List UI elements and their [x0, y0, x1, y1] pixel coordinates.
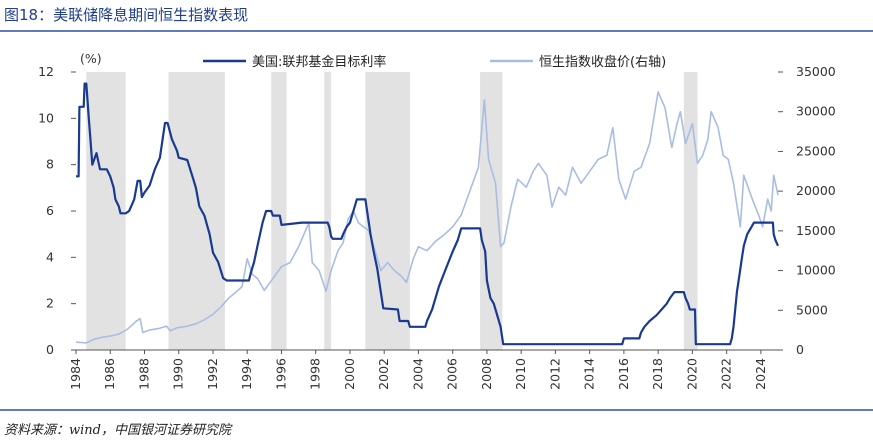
title-rule: [0, 30, 873, 32]
legend: 美国:联邦基金目标利率 恒生指数收盘价(右轴): [203, 54, 666, 70]
figure-title: 图18：美联储降息期间恒生指数表现: [4, 6, 249, 24]
y-right-tick-label: 0: [796, 342, 804, 357]
x-tick-label: 2002: [376, 358, 391, 390]
legend-label-rate: 美国:联邦基金目标利率: [252, 54, 386, 70]
x-tick-label: 2018: [650, 358, 665, 390]
y-right-tick-label: 30000: [796, 104, 836, 119]
x-tick-label: 2024: [753, 358, 768, 390]
x-tick-label: 2006: [445, 358, 460, 390]
y-left-tick-label: 2: [46, 296, 54, 311]
y-right-tick-label: 5000: [796, 302, 828, 317]
series-line-hsi: [75, 91, 779, 344]
x-tick-label: 2014: [582, 358, 597, 390]
y-left-tick-label: 6: [46, 203, 54, 218]
x-tick-label: 1988: [136, 358, 151, 390]
shaded-period: [683, 72, 698, 350]
x-tick-label: 2016: [616, 358, 631, 390]
shaded-period: [365, 72, 410, 350]
y-right-tick-label: 10000: [796, 263, 836, 278]
x-tick-label: 1996: [273, 358, 288, 390]
y-left-unit: (%): [80, 51, 102, 66]
source-note: 资料来源：wind，中国银河证券研究院: [4, 423, 231, 438]
series-line-rate: [76, 82, 780, 346]
x-tick-label: 1984: [68, 358, 83, 390]
y-left-tick-label: 10: [38, 110, 54, 125]
x-tick-label: 2020: [684, 358, 699, 390]
y-left-tick-label: 0: [46, 342, 54, 357]
legend-label-hsi: 恒生指数收盘价(右轴): [539, 54, 666, 70]
x-tick-label: 1998: [308, 358, 323, 390]
y-right-tick-label: 25000: [796, 143, 836, 158]
shaded-period: [480, 72, 503, 350]
shaded-period: [324, 72, 332, 350]
y-right-tick-label: 35000: [796, 64, 836, 79]
axes: 0 2 4 6 8 10 12 (%) 0 5000 10000 15000 20000 25000 300…: [38, 51, 836, 390]
series-lines: [75, 82, 780, 346]
x-tick-label: 2000: [342, 358, 357, 390]
shaded-period: [271, 72, 287, 350]
x-tick-label: 2022: [719, 358, 734, 390]
x-tick-label: 1992: [205, 358, 220, 390]
y-left-tick-label: 12: [38, 64, 54, 79]
x-tick-label: 1990: [171, 358, 186, 390]
x-tick-label: 2008: [479, 358, 494, 390]
y-right-tick-label: 20000: [796, 183, 836, 198]
x-tick-label: 1986: [102, 358, 117, 390]
x-tick-label: 2004: [410, 358, 425, 390]
y-left-tick-label: 8: [46, 157, 54, 172]
x-tick-label: 2012: [547, 358, 562, 390]
source-rule: [0, 409, 873, 411]
x-tick-label: 2010: [513, 358, 528, 390]
shaded-period: [168, 72, 225, 350]
y-right-tick-label: 15000: [796, 223, 836, 238]
y-left-tick-label: 4: [46, 249, 54, 264]
x-tick-label: 1994: [239, 358, 254, 390]
